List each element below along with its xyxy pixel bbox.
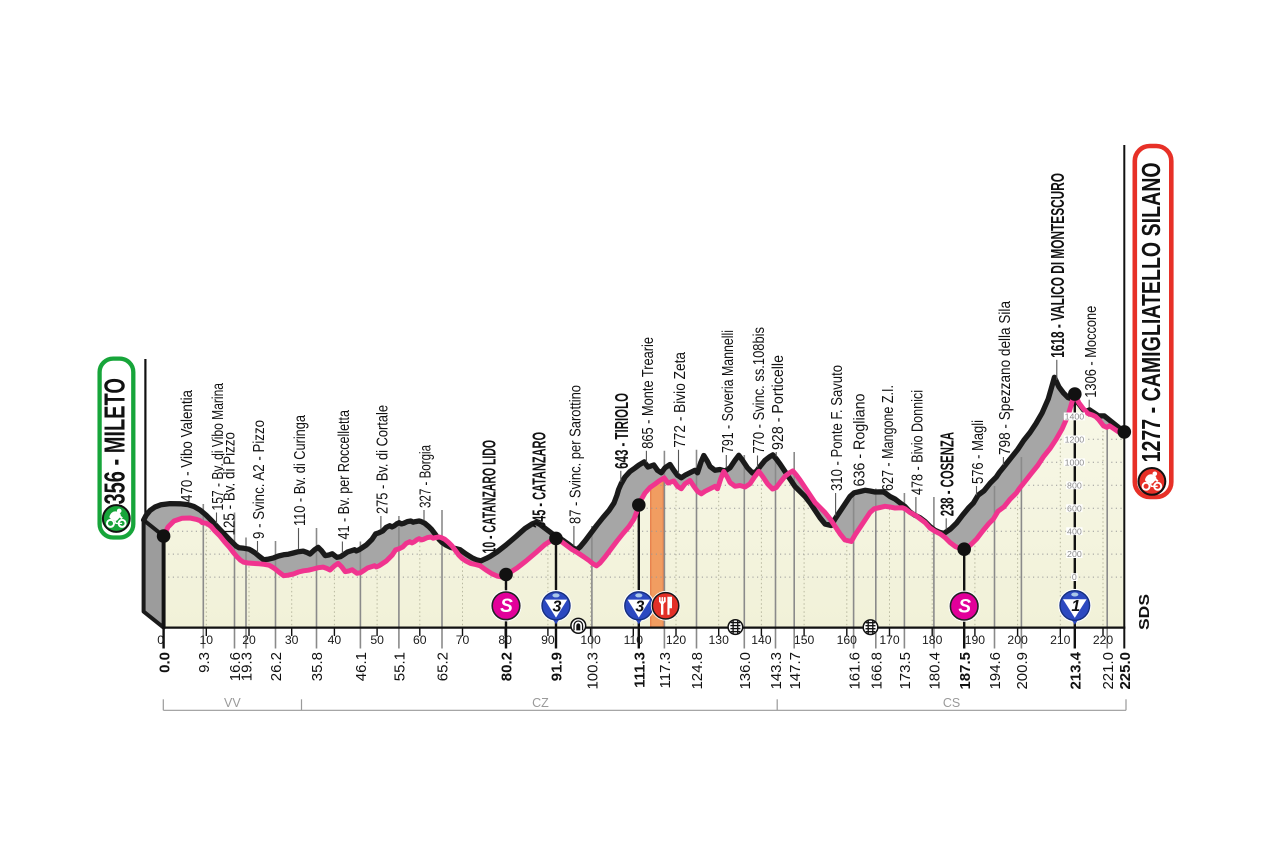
svg-text:1277 - CAMIGLIATELLO SILANO: 1277 - CAMIGLIATELLO SILANO — [1136, 162, 1166, 462]
svg-text:356 - MILETO: 356 - MILETO — [99, 378, 131, 505]
svg-text:87 - Svinc. per Sarottino: 87 - Svinc. per Sarottino — [568, 385, 585, 524]
svg-text:180: 180 — [922, 633, 943, 647]
svg-text:400: 400 — [1067, 526, 1082, 536]
svg-text:194.6: 194.6 — [987, 652, 1004, 690]
svg-text:327 - Borgia: 327 - Borgia — [418, 445, 435, 508]
svg-text:1306 - Moccone: 1306 - Moccone — [1083, 306, 1100, 398]
svg-text:136.0: 136.0 — [737, 652, 754, 690]
svg-text:50: 50 — [370, 633, 384, 647]
svg-text:120: 120 — [666, 633, 687, 647]
svg-text:221.0: 221.0 — [1100, 652, 1117, 690]
svg-text:210: 210 — [1050, 633, 1071, 647]
svg-text:9.3: 9.3 — [196, 652, 213, 673]
svg-text:470 - Vibo Valentia: 470 - Vibo Valentia — [179, 390, 196, 502]
svg-text:345 - CATANZARO: 345 - CATANZARO — [529, 432, 549, 528]
svg-text:478 - Bivio Donnici: 478 - Bivio Donnici — [910, 390, 927, 495]
svg-text:213.4: 213.4 — [1068, 651, 1085, 689]
svg-text:310 - Ponte F. Savuto: 310 - Ponte F. Savuto — [829, 365, 846, 491]
svg-text:35.8: 35.8 — [309, 652, 326, 681]
svg-text:180.4: 180.4 — [927, 652, 944, 690]
svg-text:1400: 1400 — [1065, 412, 1085, 422]
svg-text:150: 150 — [794, 633, 815, 647]
svg-text:30: 30 — [285, 633, 299, 647]
svg-text:111.3: 111.3 — [632, 652, 649, 688]
svg-text:1200: 1200 — [1065, 434, 1085, 444]
svg-text:643 - TIRIOLO: 643 - TIRIOLO — [612, 393, 632, 469]
svg-text:3: 3 — [635, 598, 644, 615]
svg-text:S: S — [500, 596, 513, 617]
svg-text:90: 90 — [541, 633, 555, 647]
svg-text:19.3: 19.3 — [239, 652, 256, 681]
svg-text:110 - Bv. di Curinga: 110 - Bv. di Curinga — [292, 415, 309, 526]
svg-text:60: 60 — [413, 633, 427, 647]
svg-text:80: 80 — [498, 633, 512, 647]
svg-text:200.9: 200.9 — [1014, 652, 1031, 690]
svg-text:928 - Porticelle: 928 - Porticelle — [770, 355, 787, 450]
svg-text:65.2: 65.2 — [435, 652, 452, 681]
svg-text:800: 800 — [1067, 480, 1082, 490]
svg-text:627 - Mangone Z.I.: 627 - Mangone Z.I. — [880, 385, 897, 491]
svg-text:26.2: 26.2 — [268, 652, 285, 681]
svg-text:0: 0 — [157, 633, 164, 647]
svg-text:865 - Monte Trearie: 865 - Monte Trearie — [640, 337, 657, 449]
svg-text:40: 40 — [328, 633, 342, 647]
svg-text:636 - Rogliano: 636 - Rogliano — [851, 393, 868, 486]
svg-text:10 - CATANZARO LIDO: 10 - CATANZARO LIDO — [479, 440, 499, 554]
svg-text:VV: VV — [224, 696, 241, 710]
svg-text:576 - Magli: 576 - Magli — [970, 420, 987, 484]
svg-text:1: 1 — [1071, 598, 1080, 615]
svg-text:80.2: 80.2 — [499, 652, 516, 681]
svg-text:143.3: 143.3 — [768, 652, 785, 690]
svg-text:0: 0 — [1072, 572, 1077, 582]
svg-text:3: 3 — [553, 598, 562, 615]
svg-text:200: 200 — [1007, 633, 1028, 647]
svg-text:117.3: 117.3 — [657, 652, 674, 688]
svg-text:161.6: 161.6 — [846, 652, 863, 690]
svg-text:147.7: 147.7 — [787, 652, 804, 690]
svg-text:CZ: CZ — [532, 696, 549, 710]
svg-text:55.1: 55.1 — [392, 652, 409, 681]
svg-text:70: 70 — [456, 633, 470, 647]
svg-text:160: 160 — [837, 633, 858, 647]
svg-text:0.0: 0.0 — [156, 652, 173, 673]
svg-text:173.5: 173.5 — [897, 652, 914, 690]
svg-text:125 - Bv. di Pizzo: 125 - Bv. di Pizzo — [222, 432, 239, 536]
svg-text:10: 10 — [200, 633, 214, 647]
svg-text:190: 190 — [965, 633, 986, 647]
svg-text:275 - Bv. di Cortale: 275 - Bv. di Cortale — [375, 405, 392, 514]
svg-text:166.8: 166.8 — [869, 652, 886, 690]
svg-text:41 - Bv. per Roccelletta: 41 - Bv. per Roccelletta — [336, 410, 353, 540]
svg-text:238 - COSENZA: 238 - COSENZA — [938, 432, 958, 516]
svg-text:100.3: 100.3 — [585, 652, 602, 690]
svg-text:140: 140 — [751, 633, 772, 647]
svg-text:770 - Svinc. ss.108bis: 770 - Svinc. ss.108bis — [751, 327, 768, 454]
svg-text:600: 600 — [1067, 503, 1082, 513]
svg-text:187.5: 187.5 — [957, 652, 974, 690]
svg-text:791 - Soveria Mannelli: 791 - Soveria Mannelli — [720, 330, 737, 453]
svg-text:46.1: 46.1 — [353, 652, 370, 681]
svg-text:157 - Bv. di Vibo Marina: 157 - Bv. di Vibo Marina — [210, 383, 227, 511]
svg-text:91.9: 91.9 — [549, 652, 566, 681]
svg-text:SDS: SDS — [1136, 594, 1153, 630]
svg-text:9 - Svinc. A2 - Pizzo: 9 - Svinc. A2 - Pizzo — [251, 420, 268, 539]
svg-text:110: 110 — [624, 633, 644, 647]
svg-text:130: 130 — [709, 633, 730, 647]
svg-text:1618 - VALICO DI MONTESCURO: 1618 - VALICO DI MONTESCURO — [1048, 173, 1068, 358]
svg-text:S: S — [958, 596, 971, 617]
svg-text:CS: CS — [943, 696, 960, 710]
svg-text:16.6: 16.6 — [227, 652, 244, 681]
svg-text:20: 20 — [242, 633, 256, 647]
svg-text:772 - Bivio Zeta: 772 - Bivio Zeta — [672, 352, 689, 448]
svg-text:170: 170 — [879, 633, 900, 647]
svg-text:220: 220 — [1093, 633, 1114, 647]
svg-text:1000: 1000 — [1065, 457, 1085, 467]
svg-text:225.0: 225.0 — [1117, 652, 1134, 690]
svg-text:798 - Spezzano della Sila: 798 - Spezzano della Sila — [997, 301, 1014, 455]
svg-text:200: 200 — [1067, 549, 1082, 559]
svg-text:100: 100 — [580, 633, 601, 647]
svg-text:124.8: 124.8 — [689, 652, 706, 690]
